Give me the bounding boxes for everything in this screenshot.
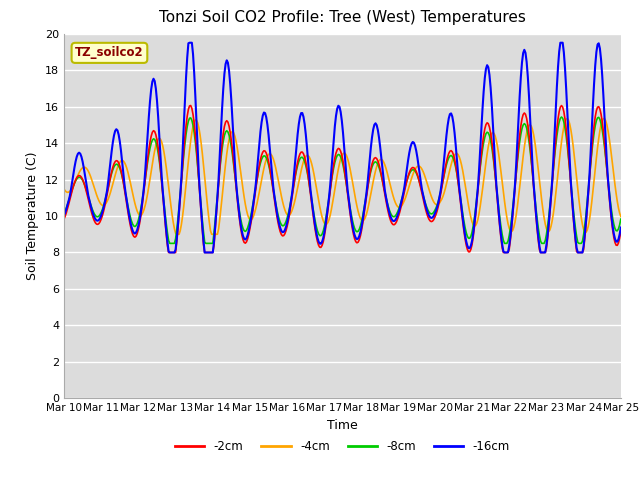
-2cm (298, 149, 305, 155)
-16cm (568, 194, 576, 200)
Text: TZ_soilco2: TZ_soilco2 (75, 47, 144, 60)
-2cm (236, 216, 243, 222)
-8cm (166, 240, 173, 246)
-8cm (617, 216, 625, 222)
Legend: -2cm, -4cm, -8cm, -16cm: -2cm, -4cm, -8cm, -16cm (170, 436, 515, 458)
-16cm (186, 40, 193, 46)
-16cm (472, 210, 479, 216)
-4cm (373, 164, 381, 169)
-2cm (401, 188, 408, 193)
-16cm (298, 110, 305, 116)
-2cm (60, 216, 68, 222)
Line: -4cm: -4cm (64, 119, 621, 234)
-16cm (236, 213, 243, 219)
-2cm (374, 158, 381, 164)
-4cm (296, 173, 304, 179)
-16cm (401, 183, 408, 189)
-8cm (234, 201, 242, 207)
Line: -2cm: -2cm (64, 106, 621, 252)
X-axis label: Time: Time (327, 419, 358, 432)
-16cm (166, 250, 173, 255)
Line: -16cm: -16cm (64, 43, 621, 252)
-8cm (399, 191, 407, 196)
-2cm (472, 214, 479, 219)
-4cm (234, 152, 242, 158)
Title: Tonzi Soil CO2 Profile: Tree (West) Temperatures: Tonzi Soil CO2 Profile: Tree (West) Temp… (159, 11, 526, 25)
-8cm (470, 216, 478, 221)
-16cm (60, 213, 68, 218)
-8cm (568, 192, 576, 198)
-4cm (173, 231, 180, 237)
-8cm (373, 160, 381, 166)
-4cm (563, 116, 571, 121)
-4cm (568, 134, 576, 140)
-4cm (617, 214, 625, 219)
-4cm (399, 200, 407, 205)
-2cm (568, 198, 576, 204)
-8cm (296, 156, 304, 162)
-2cm (187, 103, 195, 108)
-16cm (374, 127, 381, 133)
-8cm (557, 114, 565, 120)
-2cm (164, 250, 172, 255)
-4cm (470, 223, 478, 229)
-16cm (617, 225, 625, 230)
Y-axis label: Soil Temperature (C): Soil Temperature (C) (26, 152, 40, 280)
-4cm (60, 186, 68, 192)
-2cm (617, 228, 625, 234)
Line: -8cm: -8cm (64, 117, 621, 243)
-8cm (60, 210, 68, 216)
